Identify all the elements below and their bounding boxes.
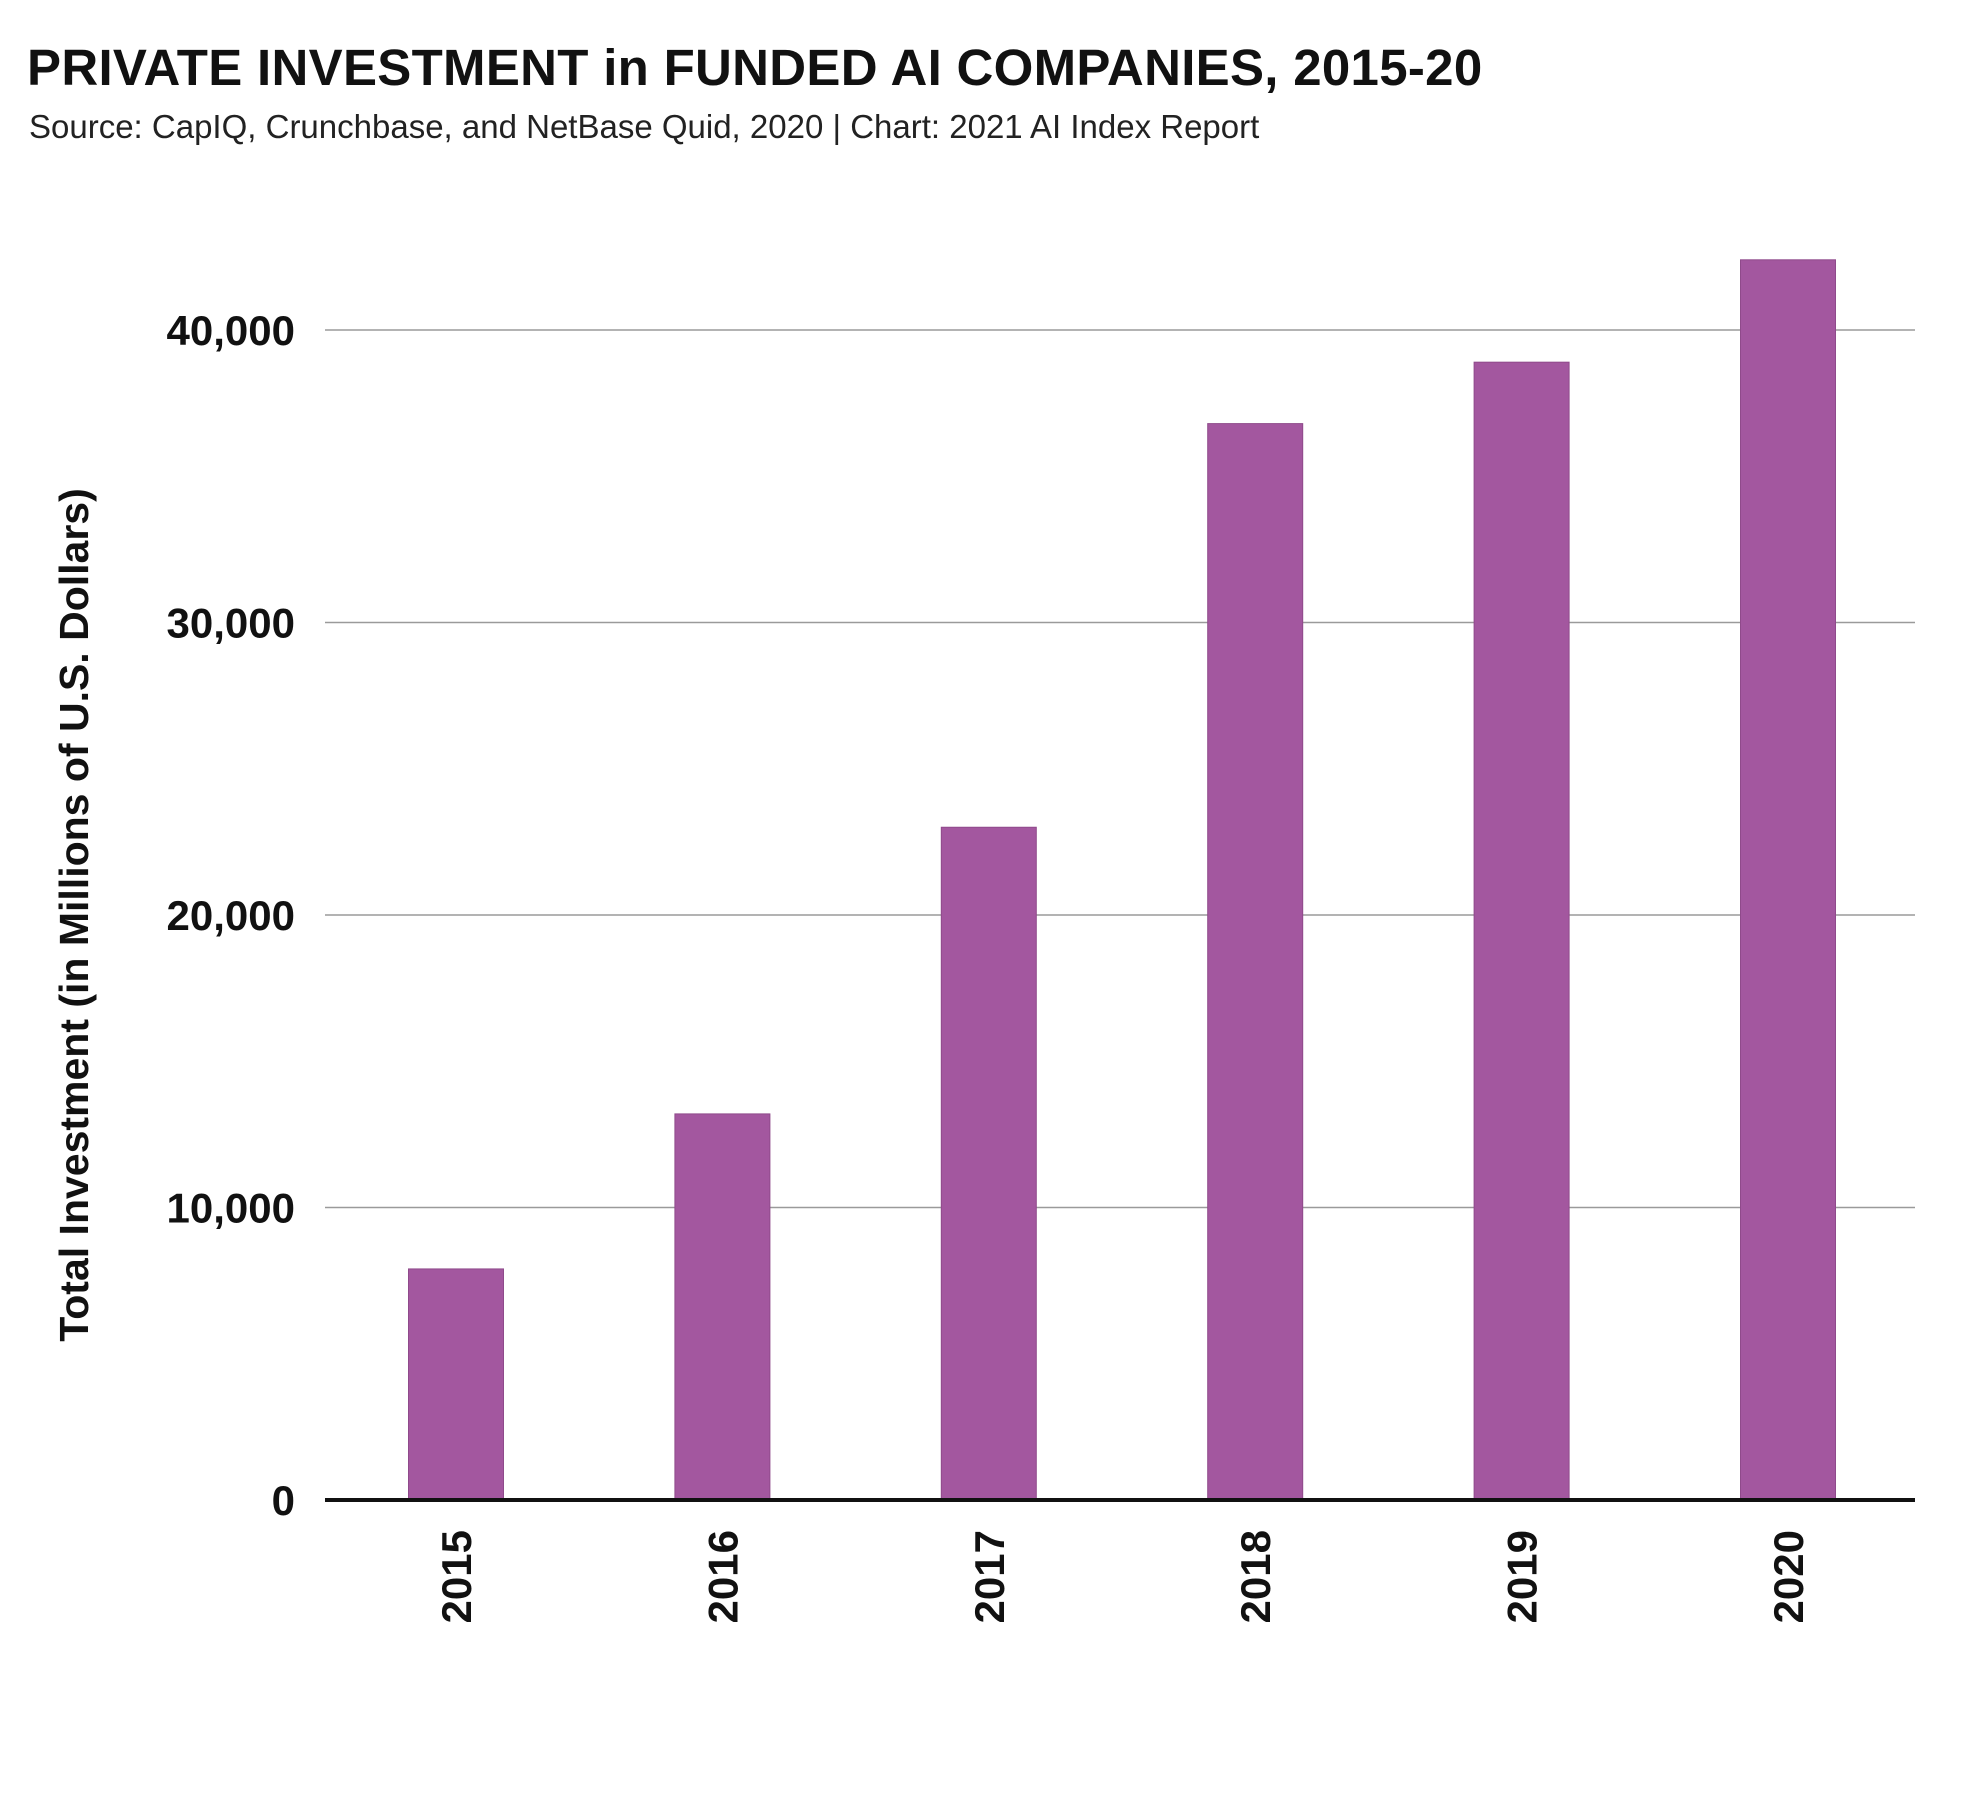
y-tick-label: 10,000: [167, 1185, 295, 1232]
chart-title: PRIVATE INVESTMENT in FUNDED AI COMPANIE…: [27, 39, 1483, 96]
y-tick-label: 30,000: [167, 600, 295, 647]
bar-2019: [1473, 361, 1570, 1501]
x-tick-label: 2020: [1765, 1530, 1812, 1623]
bar-2017: [940, 826, 1037, 1501]
bar-2018: [1207, 423, 1304, 1501]
y-axis-title: Total Investment (in Millions of U.S. Do…: [51, 488, 97, 1341]
x-tick-label: 2019: [1499, 1530, 1546, 1623]
chart-subtitle: Source: CapIQ, Crunchbase, and NetBase Q…: [29, 108, 1260, 145]
gridlines: [325, 329, 1915, 1209]
y-tick-label: 0: [272, 1477, 295, 1524]
x-tick-label: 2015: [433, 1530, 480, 1623]
y-tick-label: 20,000: [167, 892, 295, 939]
x-tick-label: 2017: [966, 1530, 1013, 1623]
y-tick-labels: 0 10,000 20,000 30,000 40,000: [167, 307, 295, 1524]
bar-2015: [408, 1268, 504, 1501]
x-tick-label: 2018: [1232, 1530, 1279, 1623]
bars: [408, 259, 1836, 1501]
y-tick-label: 40,000: [167, 307, 295, 354]
x-tick-labels: 2015 2016 2017 2018 2019 2020: [433, 1530, 1812, 1623]
x-tick-label: 2016: [699, 1530, 746, 1623]
bar-2016: [674, 1113, 771, 1501]
bar-2020: [1740, 259, 1836, 1501]
